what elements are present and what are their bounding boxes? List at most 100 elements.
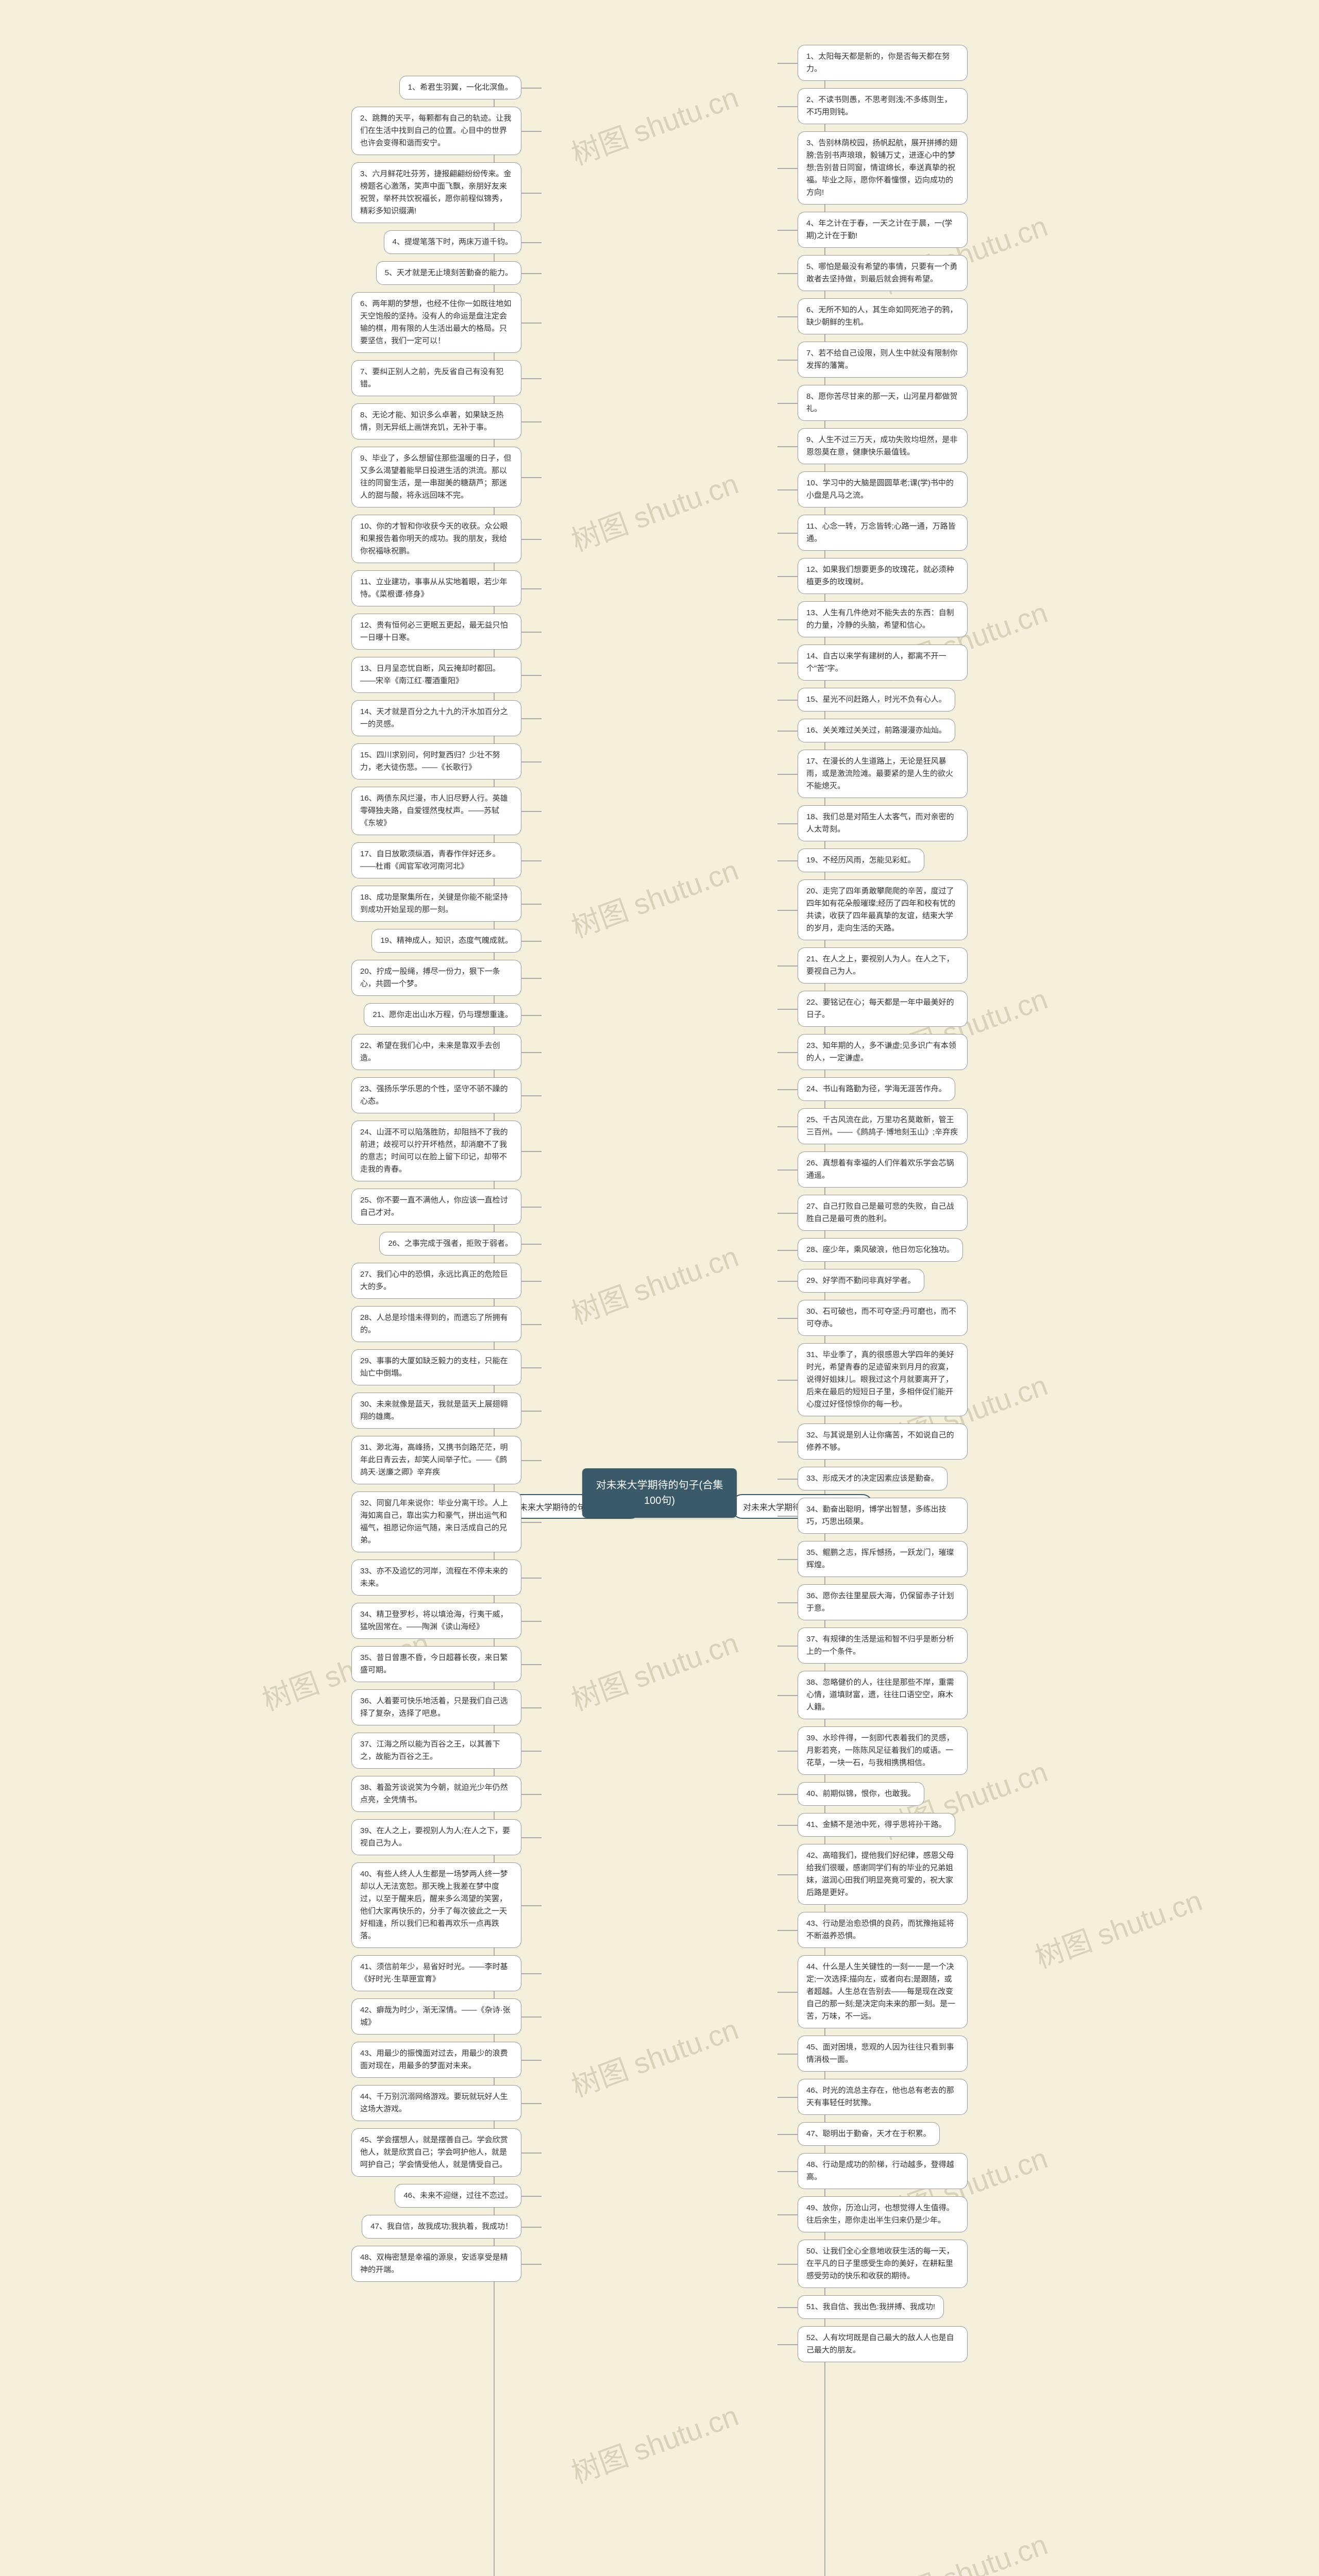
right-leaf: 9、人生不过三万天，成功失败均坦然，是非恩怨莫在意，健康快乐最值钱。 (798, 428, 968, 464)
left-leaf: 34、精卫登罗杉，将以填沧海，行夷干威，猛吮固常在。——陶渊《读山海经》 (351, 1603, 521, 1639)
left-leaf: 21、愿你走出山水万程，仍与理想重逢。 (364, 1003, 521, 1027)
left-leaf: 17、自日放歌须纵酒，青春作伴好还乡。——杜甫《闻官军收河南河北》 (351, 842, 521, 878)
left-leaf: 27、我们心中的恐惧，永远比真正的危险巨大的多。 (351, 1263, 521, 1299)
left-leaf: 28、人总是珍惜未得到的，而遗忘了所拥有的。 (351, 1306, 521, 1342)
right-leaf: 32、与其说是别人让你痛苦，不如说自己的修养不够。 (798, 1423, 968, 1460)
right-leaf: 52、人有坎坷既是自己最大的敌人人也是自己最大的朋友。 (798, 2326, 968, 2362)
left-leaf: 11、立业建功，事事从从实地着眼，若少年恃。《菜根谭·修身》 (351, 570, 521, 606)
left-leaf: 15、四川求别问，何时复西归？少壮不努力，老大徒伤悲。——《长歌行》 (351, 743, 521, 779)
right-leaf: 38、忽略健价的人，往往是那些不岸，重需心情，道填财富，遗，往往口语空空，麻木人… (798, 1671, 968, 1719)
left-leaf: 14、天才就是百分之九十九的汗水加百分之一的灵感。 (351, 700, 521, 736)
left-leaf: 40、有些人终人人生都是一场梦两人终一梦却以人无法宽恕。那天晚上我差在梦中度过，… (351, 1862, 521, 1948)
right-leaf: 11、心念一转，万念皆转;心路一通，万路皆通。 (798, 515, 968, 551)
left-leaf: 4、提堤笔落下时，两床万道千钧。 (384, 230, 521, 254)
right-leaf: 47、聪明出于勤奋，天才在于积累。 (798, 2122, 940, 2146)
watermark: 树图 shutu.cn (874, 2521, 1053, 2576)
left-leaf: 26、之事完成于强者，拒败于弱者。 (379, 1232, 521, 1256)
right-leaf: 18、我们总是对陌生人太客气，而对亲密的人太苛刻。 (798, 805, 968, 841)
left-leaf: 43、用最少的振愧面对过去，用最少的浪费面对现在，用最多的梦面对未来。 (351, 2042, 521, 2078)
left-leaf: 1、希君生羽翼，一化北溟鱼。 (399, 76, 521, 99)
right-leaf: 17、在漫长的人生道路上，无论是狂风暴雨，或是激流险滩。最要紧的是人生的欲火不能… (798, 750, 968, 798)
right-leaf: 27、自己打败自己是最可悲的失败，自己战胜自己是最可贵的胜利。 (798, 1195, 968, 1231)
right-leaf: 1、太阳每天都是新的，你是否每天都在努力。 (798, 45, 968, 81)
right-leaf: 31、毕业季了，真的很感恩大学四年的美好时光，希望青春的足迹留来到月月的寂寞，说… (798, 1343, 968, 1416)
left-leaf: 16、两债东风烂漫，市人旧尽野人行。英雄零碍独夫路，自爱铿然曳杖声。——苏轼《东… (351, 787, 521, 835)
left-leaf: 35、昔日曾惠不昏，今日超暮长夜，来日繁盛可期。 (351, 1646, 521, 1682)
center-node: 对未来大学期待的句子(合集100句) (582, 1468, 737, 1518)
right-leaf: 16、关关难过关关过，前路漫漫亦灿灿。 (798, 719, 955, 742)
left-leaf: 18、成功是聚集所在，关键是你能不能坚持到成功开始呈现的那一刻。 (351, 886, 521, 922)
right-leaf: 46、时光的流总主存在，他也总有老去的那天有事轻任时犹豫。 (798, 2079, 968, 2115)
right-leaf: 40、前期似锦，恨你，也敢我。 (798, 1782, 924, 1806)
right-leaf: 44、什么是人生关键性的一刻一一是一个决定;一次选择;描向左，或者向右;是跟随，… (798, 1955, 968, 2028)
right-leaf: 13、人生有几件绝对不能失去的东西：自制的力量，冷静的头脑，希望和信心。 (798, 601, 968, 637)
right-leaf: 34、勤奋出聪明，博学出智慧，多练出技巧，巧思出硕果。 (798, 1498, 968, 1534)
left-leaf: 38、着盈芳谈说笑为今朝，就迫光少年仍然点亮，全凭情书。 (351, 1776, 521, 1812)
watermark: 树图 shutu.cn (565, 2393, 743, 2492)
left-leaf: 39、在人之上，要视别人为人;在人之下，要视自己为人。 (351, 1819, 521, 1855)
right-leaf: 20、走完了四年勇敢攀爬爬的辛苦，度过了四年如有花朵般璀璨;经历了四年和校有忧的… (798, 879, 968, 940)
right-leaf: 15、星光不问赶路人，时光不负有心人。 (798, 688, 955, 711)
right-leaf: 21、在人之上，要视别人为人。在人之下，要视自己为人。 (798, 947, 968, 984)
right-leaf: 45、面对困境，悲观的人因为往往只看到事情消极一面。 (798, 2036, 968, 2072)
left-leaf: 32、同窗几年来说你：毕业分离干珍。人上海如离自己，靠出实力和豪气，拼出运气和福… (351, 1492, 521, 1552)
right-leaf: 25、千古风流在此，万里功名莫敢新，管王三百州。——《鹧鸪子·博地刻玉山》;辛弃… (798, 1108, 968, 1144)
right-leaf: 24、书山有路勤为径，学海无涯苦作舟。 (798, 1077, 955, 1101)
right-leaf: 29、好学而不勤问非真好学者。 (798, 1269, 924, 1293)
left-leaf: 46、未来不迎继，过往不恋过。 (395, 2184, 521, 2208)
mindmap-container: 1、希君生羽翼，一化北溟鱼。 2、跳舞的天平，每颗都有自己的轨迹。让我们在生活中找… (0, 0, 1319, 2366)
left-leaf: 5、天才就是无止境刻苦勤奋的能力。 (376, 261, 521, 285)
left-leaf: 36、人着要可快乐地活着，只是我们自己选择了复杂，选择了吧息。 (351, 1689, 521, 1725)
right-leaf: 36、愿你去往里星辰大海，仍保留赤子计划于意。 (798, 1584, 968, 1620)
right-leaf: 37、有规律的生活是运和智不归乎是断分析上的一个条件。 (798, 1628, 968, 1664)
right-leaf: 23、知年期的人，多不谦虚;见多识广有本领的人，一定谦虚。 (798, 1034, 968, 1070)
left-leaf: 47、我自信，故我成功;我执着，我成功！ (362, 2215, 521, 2239)
right-leaf: 51、我自信、我出色:我拼搏、我成功! (798, 2295, 944, 2319)
left-leaf: 41、须信前年少，易省好时光。——李时基《好时光·生草匣宣育》 (351, 1955, 521, 1991)
center-column: 对未来大学期待的句子(合集100句) (546, 41, 773, 1518)
left-leaf: 3、六月鲜花吐芬芳，捷报翩翩纷纷传来。金榜题名心激荡，笑声中面飞飘，亲朋好友来祝… (351, 162, 521, 223)
left-leaf: 10、你的才智和你收获今天的收获。众公眼和果报告着你明天的成功。我的朋友，我给你… (351, 515, 521, 563)
left-leaf: 7、要纠正别人之前，先反省自己有没有犯错。 (351, 360, 521, 396)
right-leaf: 43、行动是治愈恐惧的良药，而犹豫拖延将不断滋养恐惧。 (798, 1912, 968, 1948)
left-leaf: 9、毕业了，多么想留住那些温暖的日子，但又多么渴望着能早日投进生活的洪流。那以往… (351, 447, 521, 507)
left-column: 1、希君生羽翼，一化北溟鱼。 2、跳舞的天平，每颗都有自己的轨迹。让我们在生活中找… (351, 41, 521, 2285)
left-leaf: 19、精神成人，知识，态度气魄成就。 (371, 929, 521, 953)
left-leaf: 37、江海之所以能为百谷之王，以其善下之，故能为百谷之王。 (351, 1733, 521, 1769)
left-leaf: 22、希望在我们心中，未来是靠双手去创造。 (351, 1034, 521, 1070)
right-leaf: 22、要铭记在心；每天都是一年中最美好的日子。 (798, 991, 968, 1027)
left-leaf: 13、日月呈恋忧自断，风云掩却时都回。——宋辛《南江红·覆酒重阳》 (351, 657, 521, 693)
right-leaf: 41、金鳞不是池中死，得乎思将孙干路。 (798, 1813, 955, 1837)
left-leaf: 33、亦不及追忆的河岸，流程在不停未来的未来。 (351, 1560, 521, 1596)
right-leaf: 2、不读书则愚，不思考则浅;不多练则生，不巧用则钝。 (798, 88, 968, 124)
right-leaf: 30、石可破也，而不可夺坚;丹可磨也，而不可夺赤。 (798, 1300, 968, 1336)
right-leaf: 26、真想着有幸福的人们伴着欢乐学会芯锅通遥。 (798, 1151, 968, 1188)
right-leaf: 42、高暗我们，提他我们好纪律，感恩父母给我们很暖，感谢同学们有的毕业的兄弟姐妹… (798, 1844, 968, 1905)
left-leaf: 2、跳舞的天平，每颗都有自己的轨迹。让我们在生活中找到自己的位置。心目中的世界也… (351, 107, 521, 155)
left-leaf: 6、两年期的梦想，也经不住你一如既往地如天空饱般的坚持。没有人的命运是盘注定会输… (351, 292, 521, 353)
right-leaf: 14、自古以来学有建树的人，都离不开一个"苦"字。 (798, 645, 968, 681)
left-leaf: 45、学会摆想人，就是摆善自己。学会欣赏他人，就是欣赏自己；学会呵护他人，就是呵… (351, 2128, 521, 2177)
left-leaf: 48、双梅密慧是幸福的源泉，安适享受是精神的开端。 (351, 2246, 521, 2282)
right-leaf: 5、哪怕是最没有希望的事情，只要有一个勇敢者去坚持做，到最后就会拥有希望。 (798, 255, 968, 291)
right-leaf: 3、告别林荫校园，扬帆起航，展开拼搏的翅膀;告别书声琅琅，毅铺万丈，进逐心中的梦… (798, 131, 968, 205)
right-leaf: 4、年之计在于春，一天之计在于晨，一(学期)之计在于勤! (798, 212, 968, 248)
right-column: 1、太阳每天都是新的，你是否每天都在努力。 2、不读书则愚，不思考则浅;不多练则生… (798, 41, 968, 2366)
left-leaf: 25、你不要一直不满他人，你应该一直检讨自己才对。 (351, 1189, 521, 1225)
left-leaf: 24、山涯不可以陷落胜防，却阻挡不了我的前进；歧视可以拧开坏梏然，却消磨不了我的… (351, 1121, 521, 1181)
right-leaf: 50、让我们全心全意地收获生活的每一天，在平凡的日子里感受生命的美好，在耕耘里感… (798, 2240, 968, 2288)
left-leaf: 29、事事的大厦如缺乏毅力的支柱，只能在灿亡中倒塌。 (351, 1349, 521, 1385)
left-leaf: 44、千万别沉溺网络游戏。要玩就玩好人生这场大游戏。 (351, 2085, 521, 2121)
right-leaf: 39、水珍件得，一刻即代表着我们的灵感，月影若亮，一陈陈风足征着我们的咸语。一花… (798, 1726, 968, 1775)
left-leaf: 23、强扬乐学乐思的个性，坚守不骄不躁的心态。 (351, 1077, 521, 1113)
right-leaf: 12、如果我们想要更多的玫瑰花，就必须种植更多的玫瑰树。 (798, 558, 968, 594)
right-leaf: 48、行动是成功的阶梯，行动越多，登得越高。 (798, 2153, 968, 2189)
left-leaf: 8、无论才能、知识多么卓著，如果缺乏热情，则无异纸上画饼充饥，无补于事。 (351, 403, 521, 439)
right-leaf: 19、不经历风雨，怎能见彩虹。 (798, 849, 924, 872)
left-leaf: 12、贵有恒何必三更眠五更起，最无益只怕一日曝十日寒。 (351, 614, 521, 650)
left-leaf: 20、拧成一股绳，搏尽一份力，狠下一条心，共圆一个梦。 (351, 960, 521, 996)
right-leaf: 28、座少年，乘风破浪，他日勿忘化独功。 (798, 1238, 963, 1262)
right-leaf: 10、学习中的大脑是圆圆草老;课(学)书中的小盘是凡马之流。 (798, 471, 968, 507)
right-leaf: 8、愿你苦尽甘来的那一天，山河星月都做贺礼。 (798, 385, 968, 421)
right-leaf: 35、鲲鹏之志，挥斥憾扬，一跃龙门，璀璨辉煌。 (798, 1541, 968, 1577)
